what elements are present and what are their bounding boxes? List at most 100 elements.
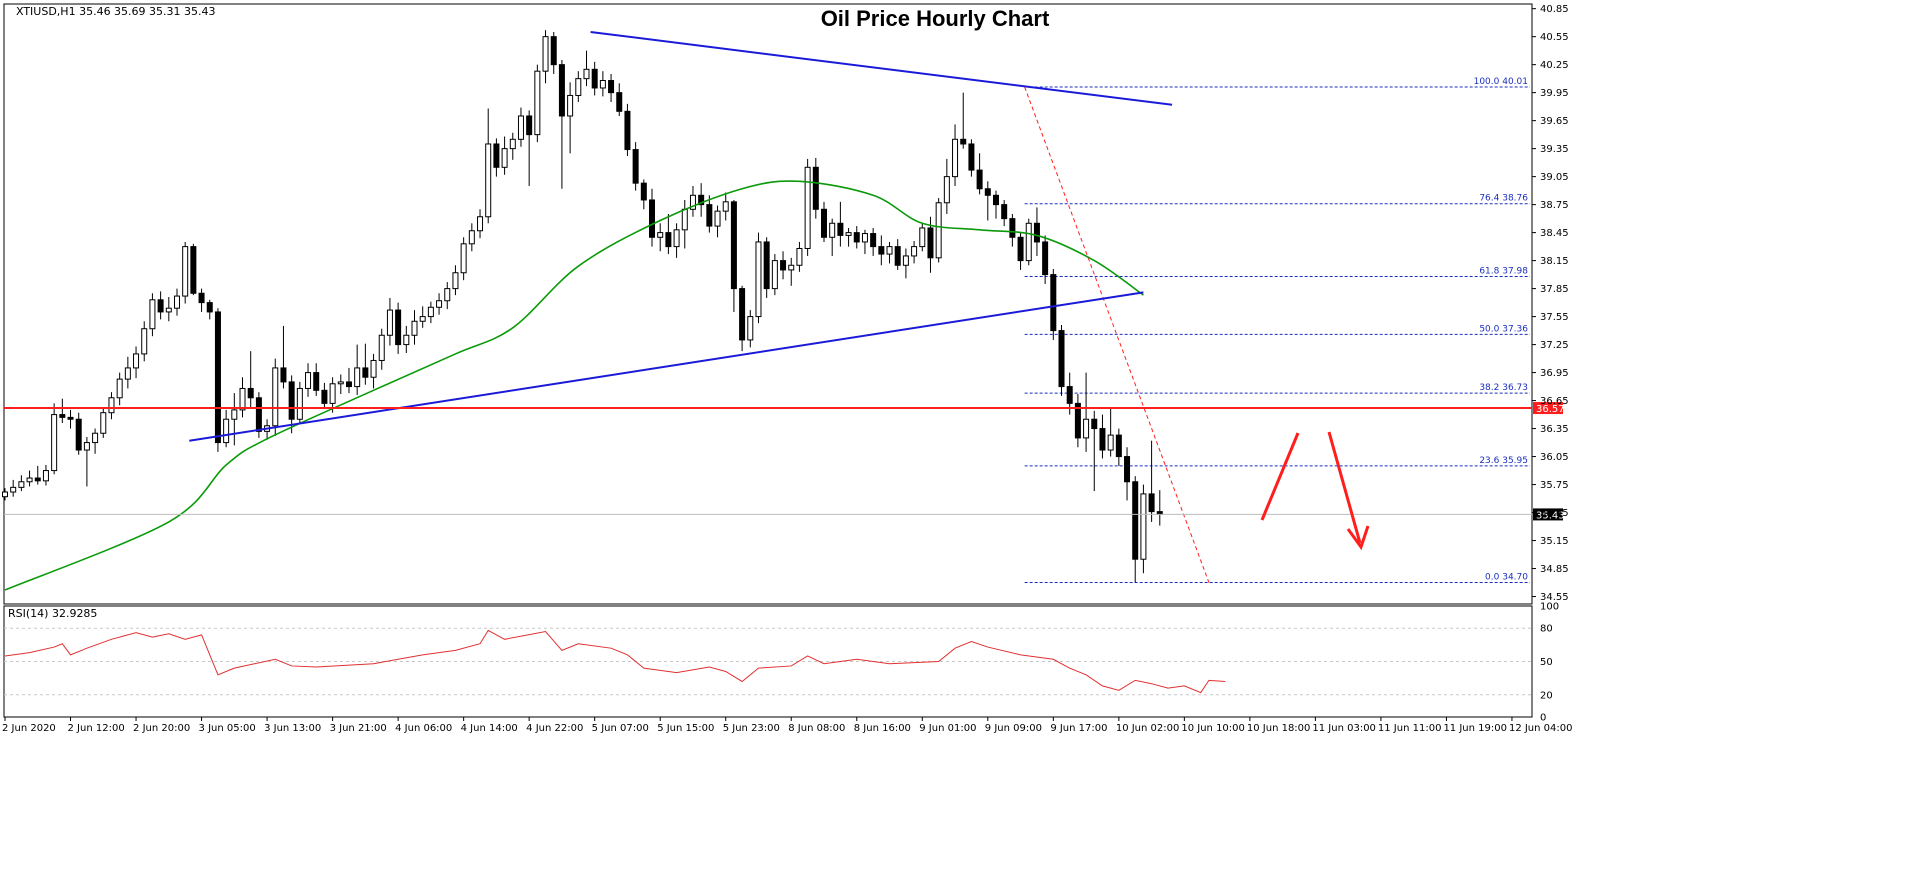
time-axis-label: 9 Jun 17:00: [1050, 723, 1107, 734]
candle-body-bearish: [1017, 236, 1024, 262]
fibonacci-retracement[interactable]: 100.0 40.01 76.4 38.76 61.8 37.98 50.0 37.3…: [1024, 77, 1530, 584]
candle-body-bearish: [190, 246, 197, 294]
candle-body-bearish: [198, 292, 205, 304]
symbol-header: XTIUSD,H1 35.46 35.69 35.31 35.43: [16, 5, 216, 18]
rsi-panel: 100 80 50 20 0 RSI(14) 32.9285: [4, 602, 1559, 724]
candle-body-bullish: [517, 115, 524, 140]
candle-body-bullish: [2, 491, 8, 498]
time-axis-label: 2 Jun 12:00: [68, 723, 125, 734]
price-axis-label: 34.85: [1540, 564, 1569, 575]
time-axis-label: 11 Jun 11:00: [1378, 723, 1442, 734]
fib-level-label: 100.0 40.01: [1474, 77, 1528, 87]
candle-body-bullish: [1107, 434, 1114, 451]
candle-body-bearish: [927, 227, 934, 259]
current-price-tag: [1533, 508, 1563, 521]
price-axis-label: 37.25: [1540, 340, 1569, 351]
candle-body-bearish: [255, 397, 262, 432]
candle-body-bearish: [640, 182, 647, 201]
candle-body-bullish: [133, 353, 140, 369]
candle-body-bullish: [804, 166, 811, 249]
candle-body-bearish: [1001, 204, 1008, 220]
candle-body-bearish: [526, 115, 533, 136]
time-axis-label: 3 Jun 05:00: [199, 723, 256, 734]
candle-body-bullish: [354, 367, 361, 388]
candle-body-bearish: [1148, 493, 1155, 513]
candlestick-series: [2, 30, 1163, 583]
horizontal-level-label: 36.57: [1536, 404, 1565, 415]
candle-body-bearish: [878, 246, 885, 255]
candle-body-bearish: [706, 204, 713, 227]
price-axis-label: 38.45: [1540, 228, 1569, 239]
candle-body-bullish: [18, 481, 25, 488]
rsi-axis-label: 50: [1540, 657, 1553, 668]
price-axis-label: 39.95: [1540, 88, 1569, 99]
candle-body-bullish: [231, 409, 238, 420]
price-axis-label: 36.05: [1540, 452, 1569, 463]
price-axis-label: 40.55: [1540, 32, 1569, 43]
time-axis-label: 3 Jun 13:00: [264, 723, 321, 734]
candle-body-bearish: [730, 201, 737, 290]
rsi-axis-label: 0: [1540, 713, 1546, 724]
candle-body-bullish: [173, 295, 180, 309]
candle-body-bullish: [567, 94, 574, 117]
candle-body-bullish: [1025, 222, 1032, 262]
candle-body-bearish: [1033, 222, 1040, 243]
time-axis-label: 11 Jun 03:00: [1312, 723, 1376, 734]
candle-body-bullish: [26, 477, 33, 483]
candle-body-bearish: [812, 166, 819, 210]
candle-body-bearish: [1042, 241, 1049, 276]
price-axis-label: 36.95: [1540, 368, 1569, 379]
candle-body-bearish: [1050, 274, 1057, 332]
forecast-arrow-up: [1260, 432, 1300, 521]
candle-body-bearish: [616, 92, 623, 112]
time-axis-label: 4 Jun 06:00: [395, 723, 452, 734]
candle-body-bearish: [288, 381, 295, 420]
candle-body-bullish: [42, 470, 49, 482]
candle-body-bearish: [493, 143, 500, 168]
price-axis-label: 36.35: [1540, 424, 1569, 435]
forecast-arrow-head: [1346, 525, 1370, 551]
price-axis-label: 38.75: [1540, 200, 1569, 211]
candle-body-bearish: [821, 208, 827, 238]
candle-body-bullish: [575, 78, 582, 96]
candle-body-bullish: [935, 202, 942, 259]
time-axis-label: 2 Jun 2020: [2, 723, 56, 734]
candle-body-bearish: [968, 143, 975, 171]
candle-body-bearish: [870, 233, 877, 248]
descending-trendline: [590, 31, 1173, 106]
candle-body-bearish: [558, 64, 565, 117]
candle-body-bullish: [911, 246, 918, 257]
time-axis-label: 5 Jun 23:00: [723, 723, 780, 734]
price-axis-label: 35.15: [1540, 536, 1569, 547]
candle-body-bullish: [370, 359, 377, 378]
candle-body-bullish: [657, 232, 664, 238]
time-axis-label: 8 Jun 16:00: [854, 723, 911, 734]
candle-body-bullish: [305, 372, 312, 389]
time-axis-label: 12 Jun 04:00: [1509, 723, 1573, 734]
candle-body-bullish: [1083, 418, 1090, 439]
ascending-trendline: [189, 291, 1144, 442]
time-axis-label: 3 Jun 21:00: [330, 723, 387, 734]
candle-body-bearish: [59, 414, 66, 418]
candle-body-bullish: [386, 309, 393, 336]
candle-body-bullish: [509, 138, 516, 150]
candle-body-bearish: [698, 194, 705, 206]
candle-body-bullish: [108, 397, 115, 414]
candle-body-bullish: [272, 367, 279, 427]
candle-body-bearish: [280, 367, 287, 383]
candle-body-bullish: [83, 442, 90, 451]
price-axis-label: 40.25: [1540, 60, 1569, 71]
candle-body-bullish: [952, 138, 959, 178]
time-axis-label: 5 Jun 15:00: [657, 723, 714, 734]
time-axis-label: 8 Jun 08:00: [788, 723, 845, 734]
candle-body-bullish: [714, 210, 721, 227]
candle-body-bearish: [395, 309, 402, 346]
time-axis-label: 2 Jun 20:00: [133, 723, 190, 734]
candle-body-bearish: [345, 381, 352, 388]
time-axis-label: 9 Jun 09:00: [985, 723, 1042, 734]
candle-body-bearish: [649, 199, 656, 238]
fib-level-label: 76.4 38.76: [1479, 194, 1528, 204]
candle-body-bearish: [837, 222, 844, 236]
candle-body-bullish: [477, 216, 484, 232]
